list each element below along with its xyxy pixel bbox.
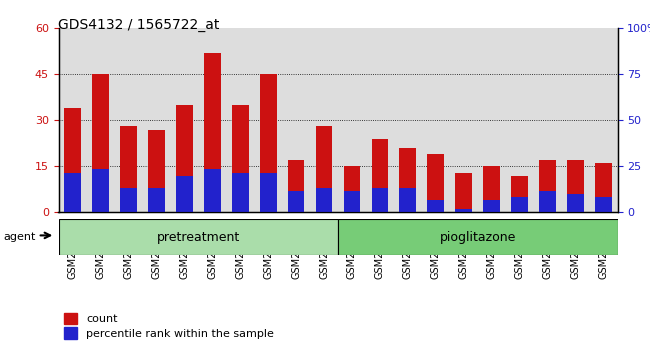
Bar (288, 160, 304, 212)
Bar (204, 170, 220, 212)
Text: agent: agent (3, 232, 36, 242)
Bar (372, 188, 388, 212)
Bar (372, 139, 388, 212)
Bar (316, 188, 332, 212)
Bar (400, 148, 416, 212)
Bar (595, 197, 612, 212)
Bar (400, 188, 416, 212)
Bar (456, 209, 472, 212)
Bar (344, 191, 360, 212)
Bar (428, 154, 444, 212)
Legend: count, percentile rank within the sample: count, percentile rank within the sample (64, 313, 274, 339)
Bar (92, 170, 109, 212)
Bar (64, 108, 81, 212)
Bar (120, 126, 136, 212)
Bar (92, 74, 109, 212)
FancyBboxPatch shape (338, 219, 618, 255)
Bar (428, 200, 444, 212)
Bar (512, 176, 528, 212)
Bar (232, 105, 248, 212)
Bar (540, 191, 556, 212)
Text: pretreatment: pretreatment (157, 231, 240, 244)
Bar (484, 200, 500, 212)
Bar (316, 126, 332, 212)
Bar (260, 74, 276, 212)
Bar (512, 197, 528, 212)
Bar (260, 172, 276, 212)
Text: GDS4132 / 1565722_at: GDS4132 / 1565722_at (58, 18, 220, 32)
Bar (540, 160, 556, 212)
Bar (176, 176, 192, 212)
Bar (456, 172, 472, 212)
Bar (567, 194, 584, 212)
Bar (176, 105, 192, 212)
Bar (204, 53, 220, 212)
Bar (288, 191, 304, 212)
Bar (148, 188, 164, 212)
Bar (120, 188, 136, 212)
Bar (595, 163, 612, 212)
Bar (567, 160, 584, 212)
FancyBboxPatch shape (58, 219, 338, 255)
Bar (64, 172, 81, 212)
Bar (484, 166, 500, 212)
Text: pioglitazone: pioglitazone (439, 231, 516, 244)
Bar (232, 172, 248, 212)
Bar (344, 166, 360, 212)
Bar (148, 130, 164, 212)
